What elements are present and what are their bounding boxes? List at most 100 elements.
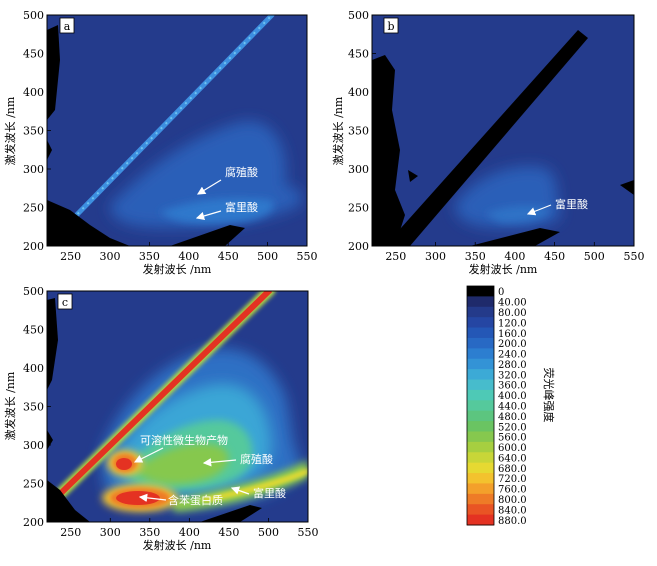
x-tick-label: 350 — [139, 250, 160, 263]
colorbar-swatch — [467, 379, 494, 391]
x-tick-label: 350 — [139, 526, 160, 539]
colorbar-label: 880.0 — [498, 516, 527, 527]
colorbar-label: 120.0 — [498, 318, 527, 329]
x-tick-label: 350 — [465, 250, 486, 263]
y-tick-label: 450 — [23, 48, 44, 61]
x-tick-label: 500 — [258, 526, 279, 539]
panel-c: c 250 300 350 400 450 500 550 200 250 300 350 400 45… — [3, 285, 319, 552]
panel-a-heatmap — [47, 15, 307, 246]
x-tick-label: 550 — [297, 250, 318, 263]
colorbar-label: 240.0 — [498, 350, 527, 361]
y-tick-label: 400 — [23, 362, 44, 375]
colorbar-label: 560.0 — [498, 433, 527, 444]
x-tick-label: 300 — [100, 526, 121, 539]
x-tick-label: 300 — [100, 250, 121, 263]
panel-c-ylabel: 激发波长 /nm — [3, 371, 17, 440]
colorbar-label: 40.00 — [498, 298, 527, 309]
panel-b-letter: b — [387, 20, 394, 33]
panel-a: a 250 300 350 400 450 500 550 200 250 300 350 400 45… — [3, 9, 318, 276]
colorbar-swatch — [467, 473, 494, 484]
colorbar-swatch — [467, 337, 494, 349]
y-tick-label: 500 — [23, 9, 44, 22]
x-tick-label: 400 — [179, 526, 200, 539]
colorbar-label: 800.0 — [498, 495, 527, 506]
panel-a-xlabel: 发射波长 /nm — [143, 262, 212, 276]
panel-b-xlabel: 发射波长 /nm — [469, 262, 538, 276]
y-tick-label: 250 — [23, 478, 44, 491]
panel-a-ylabel: 激发波长 /nm — [3, 96, 17, 165]
colorbar-label: 520.0 — [498, 422, 527, 433]
x-tick-label: 550 — [298, 526, 319, 539]
colorbar-label: 160.0 — [498, 329, 527, 340]
colorbar-swatch — [467, 483, 494, 495]
x-tick-label: 450 — [218, 250, 239, 263]
colorbar-swatch — [467, 296, 494, 308]
panel-b-annotation-fulvic: 富里酸 — [555, 197, 588, 211]
colorbar-swatch — [467, 410, 494, 422]
colorbar-swatch — [467, 493, 494, 505]
colorbar-label: 840.0 — [498, 505, 527, 516]
x-tick-label: 250 — [60, 526, 81, 539]
panel-c-heatmap — [47, 291, 308, 522]
colorbar-label: 680.0 — [498, 464, 527, 475]
colorbar-label: 760.0 — [498, 485, 527, 496]
colorbar-swatch — [467, 358, 494, 370]
colorbar-label: 720.0 — [498, 474, 527, 485]
colorbar-swatch — [467, 462, 494, 474]
colorbar-label: 480.0 — [498, 412, 527, 423]
x-tick-label: 250 — [385, 250, 406, 263]
panel-b: b 250 300 350 400 450 500 550 200 250 300 350 400 45… — [331, 9, 645, 276]
colorbar-swatch — [467, 452, 494, 464]
panel-a-annotation-fulvic: 富里酸 — [225, 200, 258, 214]
y-tick-label: 200 — [23, 240, 44, 253]
x-tick-label: 450 — [544, 250, 565, 263]
colorbar-swatch — [467, 306, 494, 318]
colorbar-swatch — [467, 504, 494, 516]
colorbar-swatch — [467, 400, 494, 412]
panel-a-annotation-humic: 腐殖酸 — [225, 165, 258, 179]
panel-c-annotation-protein: 含苯蛋白质 — [168, 493, 223, 507]
panel-b-ylabel: 激发波长 /nm — [331, 96, 345, 165]
colorbar-swatch — [467, 327, 494, 339]
y-tick-label: 200 — [348, 240, 369, 253]
y-tick-label: 200 — [23, 516, 44, 529]
panel-c-xlabel: 发射波长 /nm — [143, 538, 212, 552]
x-tick-label: 550 — [624, 250, 645, 263]
x-tick-label: 500 — [584, 250, 605, 263]
y-tick-label: 350 — [23, 401, 44, 414]
y-tick-label: 300 — [23, 439, 44, 452]
y-tick-label: 350 — [23, 125, 44, 138]
colorbar-swatch — [467, 369, 494, 381]
y-tick-label: 400 — [23, 86, 44, 99]
x-tick-label: 250 — [60, 250, 81, 263]
colorbar-label: 440.0 — [498, 402, 527, 413]
colorbar-label: 600.0 — [498, 443, 527, 454]
x-tick-label: 300 — [425, 250, 446, 263]
y-tick-label: 400 — [348, 86, 369, 99]
colorbar-title: 荧光峰强度 — [542, 368, 556, 423]
colorbar: 040.0080.00120.0160.0200.0240.0280.0320.… — [466, 285, 556, 527]
colorbar-swatch — [467, 441, 494, 453]
panel-c-annotation-humic: 腐殖酸 — [240, 452, 273, 466]
colorbar-label: 0 — [498, 287, 504, 298]
colorbar-label: 80.00 — [498, 308, 527, 319]
colorbar-swatch — [467, 389, 494, 401]
y-tick-label: 250 — [348, 202, 369, 215]
colorbar-label: 200.0 — [498, 339, 527, 350]
x-tick-label: 500 — [257, 250, 278, 263]
x-tick-label: 400 — [504, 250, 525, 263]
panel-c-annotation-smp: 可溶性微生物产物 — [140, 433, 228, 447]
colorbar-swatch — [467, 421, 494, 432]
y-tick-label: 450 — [23, 324, 44, 337]
colorbar-label: 640.0 — [498, 453, 527, 464]
panel-a-letter: a — [64, 20, 71, 33]
colorbar-swatch — [467, 514, 494, 526]
colorbar-swatch — [467, 348, 494, 360]
y-tick-label: 350 — [348, 125, 369, 138]
y-tick-label: 500 — [23, 285, 44, 298]
colorbar-swatch — [467, 317, 494, 329]
colorbar-label: 320.0 — [498, 370, 527, 381]
panel-c-letter: c — [62, 296, 68, 309]
y-tick-label: 300 — [348, 163, 369, 176]
